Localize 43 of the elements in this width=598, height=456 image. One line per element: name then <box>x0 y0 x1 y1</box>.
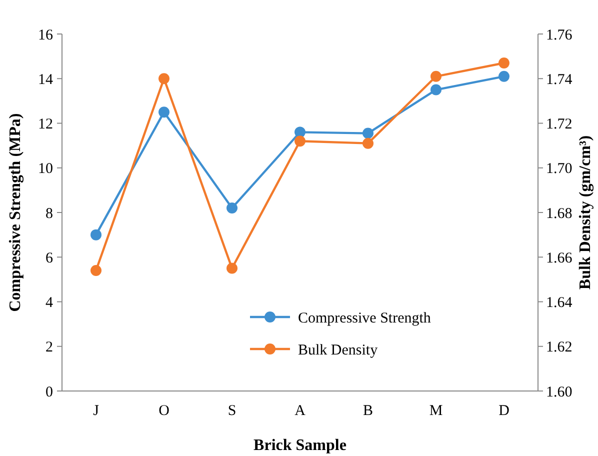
y2-tick-label: 1.68 <box>546 206 572 222</box>
legend-label: Compressive Strength <box>298 310 432 326</box>
x-tick-label: O <box>158 403 170 419</box>
point <box>362 128 374 139</box>
point <box>498 58 510 69</box>
y-tick-label: 14 <box>38 72 54 88</box>
x-tick-label: M <box>429 403 443 419</box>
legend-label: Bulk Density <box>298 342 378 358</box>
x-axis-title: Brick Sample <box>254 437 346 454</box>
point <box>498 70 510 82</box>
x-tick-label: B <box>362 403 374 419</box>
y-tick-label: 12 <box>38 116 53 132</box>
x-tick-label: S <box>228 403 236 419</box>
y2-tick-label: 1.76 <box>546 27 573 44</box>
y2-tick-label: 1.72 <box>546 116 572 132</box>
point <box>362 138 374 149</box>
y-tick-label: 16 <box>38 27 54 44</box>
y2-tick-label: 1.64 <box>546 295 573 311</box>
y-axis-title: Compressive Strength (MPa) <box>7 113 24 312</box>
y2-tick-label: 1.74 <box>546 72 573 88</box>
point <box>158 73 170 84</box>
point <box>90 229 102 240</box>
y-tick-label: 8 <box>46 206 53 222</box>
point <box>226 262 238 274</box>
x-tick-label: J <box>93 403 100 419</box>
y-tick-label: 4 <box>46 295 54 311</box>
y2-tick-label: 1.60 <box>546 384 572 400</box>
y2-axis-title: Bulk Density (gm/cm³) <box>577 135 594 290</box>
y2-tick-label: 1.62 <box>546 340 572 356</box>
point <box>294 136 306 147</box>
y-tick-label: 10 <box>38 161 53 178</box>
x-tick-label: A <box>294 403 306 419</box>
y-tick-label: 0 <box>46 384 53 400</box>
y-tick-label: 6 <box>46 250 54 266</box>
point <box>226 202 238 214</box>
x-tick-label: D <box>498 403 510 419</box>
point <box>158 106 170 118</box>
point <box>90 265 102 276</box>
y-tick-label: 2 <box>46 340 53 356</box>
point <box>430 70 442 82</box>
y2-tick-label: 1.70 <box>546 161 572 178</box>
y2-tick-label: 1.66 <box>546 250 573 266</box>
point <box>430 84 442 96</box>
